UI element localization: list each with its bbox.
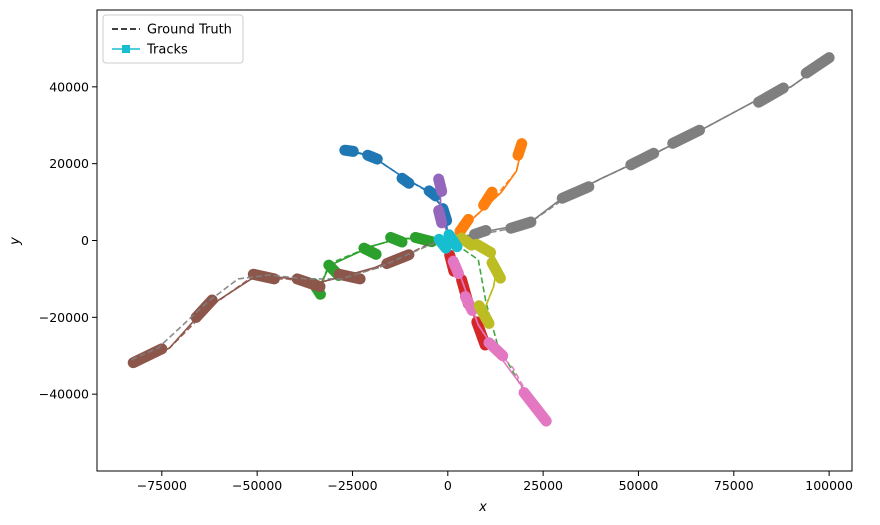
x-tick-label: −50000 xyxy=(232,478,282,493)
track-group-1 xyxy=(339,144,453,233)
track-group-10 xyxy=(433,229,463,254)
track-marker-cluster-8-6 xyxy=(753,82,789,108)
track-marker-cluster-8-5 xyxy=(667,124,705,149)
legend-box xyxy=(102,14,244,64)
legend: Ground Truth Tracks xyxy=(102,14,244,64)
plot-inner xyxy=(127,52,835,427)
track-line-8 xyxy=(447,59,830,242)
track-marker-cluster-8-4 xyxy=(625,147,660,171)
plot-area xyxy=(127,52,835,427)
track-marker-cluster-2-3 xyxy=(454,213,474,237)
y-tick-label: 0 xyxy=(81,233,89,248)
track-marker-cluster-7-4 xyxy=(518,387,552,427)
track-group-2 xyxy=(454,138,528,237)
x-tick-label: 75000 xyxy=(714,478,754,493)
y-tick-label: 40000 xyxy=(49,79,89,94)
track-marker-cluster-9-4 xyxy=(473,300,495,329)
x-tick-label: 0 xyxy=(444,478,452,493)
track-marker-cluster-1-2 xyxy=(362,149,383,165)
track-marker-cluster-9-3 xyxy=(486,257,506,284)
track-marker-cluster-9-2 xyxy=(471,238,497,258)
track-marker-cluster-3-3 xyxy=(358,242,382,260)
x-axis-label: x xyxy=(478,500,487,515)
track-marker-cluster-2-1 xyxy=(512,138,528,161)
y-tick-label: 20000 xyxy=(49,156,89,171)
legend-ground-truth-label: Ground Truth xyxy=(147,23,232,38)
legend-tracks-marker xyxy=(122,45,130,53)
track-marker-cluster-2-2 xyxy=(478,186,498,211)
track-marker-cluster-8-7 xyxy=(800,52,835,79)
x-tick-label: 50000 xyxy=(619,478,659,493)
track-marker-cluster-10-1 xyxy=(433,233,452,254)
track-group-5 xyxy=(433,173,449,234)
track-marker-cluster-5-2 xyxy=(433,205,448,229)
track-marker-cluster-1-4 xyxy=(423,185,442,202)
ground-truth-line-3 xyxy=(317,237,540,418)
track-marker-cluster-7-2 xyxy=(459,291,478,316)
track-marker-cluster-1-3 xyxy=(396,172,415,189)
track-marker-cluster-8-2 xyxy=(505,216,537,234)
track-marker-cluster-6-3 xyxy=(247,268,280,285)
track-marker-cluster-8-3 xyxy=(556,181,595,204)
track-marker-cluster-3-4 xyxy=(385,231,408,248)
track-marker-cluster-9-1 xyxy=(456,232,477,251)
y-tick-label: −20000 xyxy=(39,310,89,325)
track-group-3 xyxy=(308,231,540,418)
track-line-6 xyxy=(134,255,403,365)
x-tick-label: −75000 xyxy=(137,478,187,493)
axes: −75000 −50000 −25000 0 25000 50000 75000 100000… xyxy=(39,79,853,493)
track-marker-cluster-7-3 xyxy=(483,337,509,362)
track-group-6 xyxy=(127,239,448,369)
y-axis-label: y xyxy=(8,237,23,246)
track-group-7 xyxy=(447,255,552,427)
track-marker-cluster-7-1 xyxy=(447,255,464,280)
track-group-9 xyxy=(455,232,506,329)
x-tick-label: 25000 xyxy=(523,478,563,493)
track-marker-cluster-8-1 xyxy=(469,225,492,240)
track-marker-cluster-6-4 xyxy=(291,273,326,293)
x-tick-label: −25000 xyxy=(327,478,377,493)
track-marker-cluster-6-2 xyxy=(190,294,218,323)
track-marker-cluster-6-1 xyxy=(127,343,168,369)
track-marker-cluster-10-2 xyxy=(443,229,463,253)
y-tick-label: −40000 xyxy=(39,387,89,402)
track-marker-cluster-1-1 xyxy=(339,144,359,157)
legend-tracks-label: Tracks xyxy=(146,43,188,58)
track-marker-cluster-5-1 xyxy=(433,173,448,197)
track-marker-cluster-3-5 xyxy=(409,231,438,248)
x-tick-label: 100000 xyxy=(805,478,853,493)
